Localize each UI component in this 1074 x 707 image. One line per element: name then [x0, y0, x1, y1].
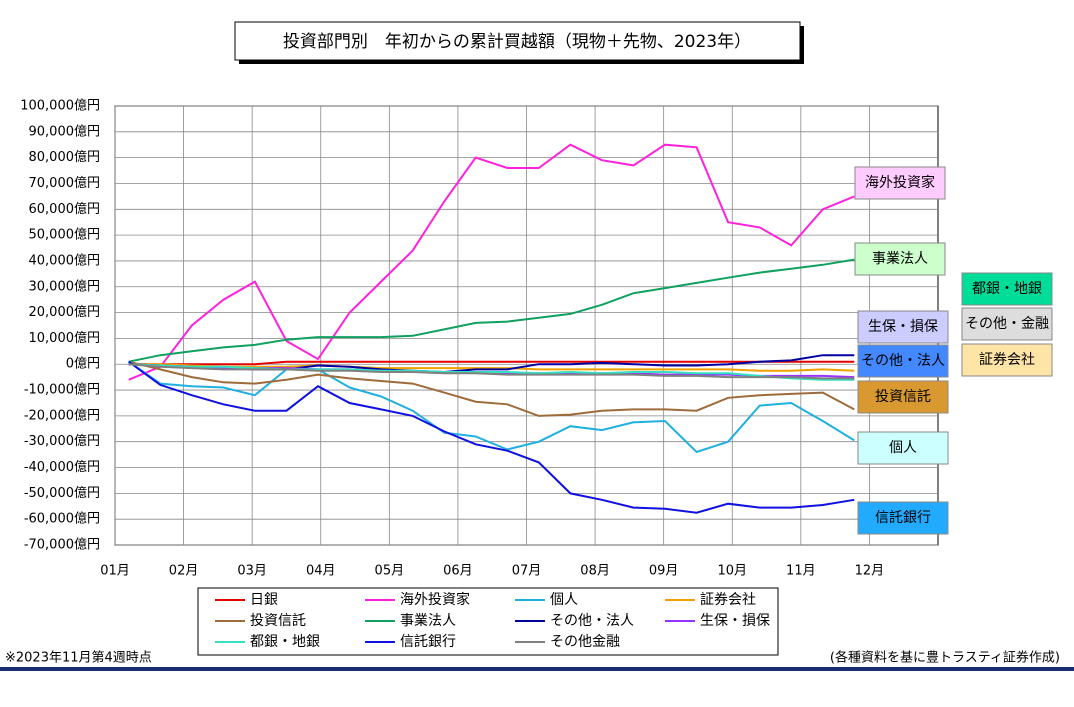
annotation-box — [857, 501, 949, 535]
annotation-label: 事業法人 — [872, 251, 928, 267]
annotation-box — [857, 310, 949, 344]
y-tick-label: 100,000億円 — [20, 98, 100, 114]
series-line — [128, 363, 855, 381]
y-tick-label: -30,000億円 — [24, 433, 100, 449]
annotation-box — [961, 343, 1053, 377]
annotation-label: 証券会社 — [979, 352, 1035, 368]
title-box — [234, 21, 801, 61]
y-tick-label: 10,000億円 — [29, 330, 101, 346]
annotation-box — [961, 307, 1053, 341]
x-tick-label: 11月 — [786, 564, 816, 579]
annotation-box — [854, 166, 946, 200]
y-tick-label: 50,000億円 — [29, 227, 101, 243]
y-tick-label: -10,000億円 — [24, 382, 100, 398]
series-line — [128, 360, 855, 454]
annotation-label: 投資信託 — [875, 389, 931, 405]
legend-label: 個人 — [550, 592, 578, 608]
series-line — [128, 363, 855, 380]
annotation-box — [857, 380, 949, 414]
series-line — [128, 360, 855, 366]
legend-label: 生保・損保 — [700, 613, 770, 629]
series-line — [128, 143, 855, 381]
y-tick-label: 20,000億円 — [29, 304, 101, 320]
legend-label: その他金融 — [550, 634, 620, 650]
legend-label: 事業法人 — [400, 613, 456, 629]
x-tick-label: 06月 — [443, 564, 473, 579]
series-line — [128, 363, 855, 372]
annotation-label: 個人 — [889, 440, 917, 456]
x-tick-label: 02月 — [169, 564, 199, 579]
annotation-box — [857, 431, 949, 465]
y-tick-label: 60,000億円 — [29, 201, 101, 217]
x-tick-label: 12月 — [855, 564, 885, 579]
x-tick-label: 10月 — [717, 564, 747, 579]
x-tick-label: 01月 — [100, 564, 130, 579]
y-tick-label: -50,000億円 — [24, 485, 100, 501]
annotation-label: 信託銀行 — [875, 510, 931, 526]
y-tick-label: 40,000億円 — [29, 252, 101, 268]
legend-label: 日銀 — [250, 592, 278, 608]
annotation-box — [961, 272, 1053, 306]
bottom-rule — [0, 667, 1074, 671]
x-tick-label: 05月 — [375, 564, 405, 579]
x-tick-label: 09月 — [649, 564, 679, 579]
legend-label: 海外投資家 — [400, 591, 470, 608]
x-tick-label: 08月 — [580, 564, 610, 579]
legend-label: その他・法人 — [550, 613, 634, 629]
source: (各種資料を基に豊トラスティ証券作成) — [830, 650, 1060, 666]
annotation-label: 生保・損保 — [868, 319, 938, 335]
annotation-box — [854, 242, 946, 276]
legend-label: 証券会社 — [700, 592, 756, 608]
legend-label: 投資信託 — [250, 613, 306, 629]
y-tick-label: 70,000億円 — [29, 175, 101, 191]
annotation-box — [857, 344, 949, 378]
legend-label: 信託銀行 — [400, 634, 456, 650]
annotation-label: その他・法人 — [861, 353, 945, 369]
chart-title: 投資部門別 年初からの累計買越額（現物＋先物、2023年） — [283, 32, 751, 52]
x-tick-label: 07月 — [512, 564, 542, 579]
series-line — [128, 360, 855, 514]
footnote: ※2023年11月第4週時点 — [5, 651, 152, 666]
y-tick-label: 80,000億円 — [29, 149, 101, 165]
annotation-label: その他・金融 — [965, 316, 1049, 332]
x-tick-label: 04月 — [306, 564, 336, 579]
y-tick-label: 0億円 — [66, 356, 100, 372]
series-line — [128, 258, 855, 363]
y-tick-label: -60,000億円 — [24, 511, 100, 527]
y-tick-label: -40,000億円 — [24, 459, 100, 475]
annotation-label: 海外投資家 — [865, 174, 935, 191]
y-tick-label: 30,000億円 — [29, 278, 101, 294]
annotation-label: 都銀・地銀 — [972, 281, 1042, 297]
y-tick-label: 90,000億円 — [29, 123, 101, 139]
y-tick-label: -70,000億円 — [24, 537, 100, 553]
series-line — [128, 360, 855, 417]
x-tick-label: 03月 — [237, 564, 267, 579]
legend-label: 都銀・地銀 — [250, 634, 320, 650]
y-tick-label: -20,000億円 — [24, 407, 100, 423]
